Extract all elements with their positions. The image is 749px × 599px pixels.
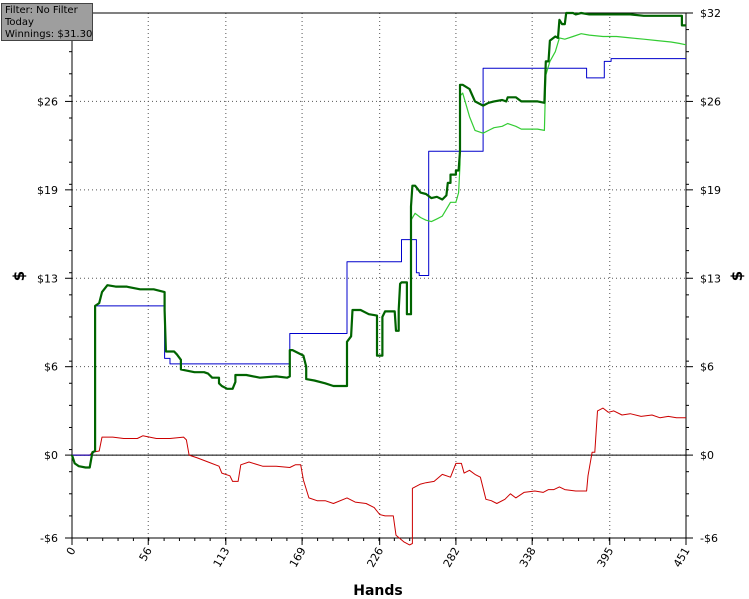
- axes: [65, 12, 693, 545]
- x-axis-label: Hands: [353, 583, 403, 599]
- x-tick-label: 56: [137, 545, 155, 564]
- grid-lines: [72, 13, 686, 538]
- y-axis-label-right: $: [728, 271, 746, 281]
- x-tick-label: 451: [671, 545, 693, 570]
- y-tick-label-right: $32: [700, 7, 721, 20]
- y-tick-label-right: $0: [700, 449, 714, 462]
- y-tick-label-right: $6: [700, 361, 714, 374]
- x-tick-label: 338: [517, 545, 539, 570]
- y-tick-label-left: $26: [37, 95, 58, 108]
- x-tick-label: 113: [211, 545, 233, 570]
- y-tick-label-right: $26: [700, 95, 721, 108]
- y-tick-label-right: $13: [700, 272, 721, 285]
- x-tick-label: 0: [64, 545, 79, 558]
- x-tick-label: 282: [441, 545, 463, 570]
- y-tick-label-left: $13: [37, 272, 58, 285]
- series-lines: [70, 11, 687, 546]
- series-line-light: [71, 33, 687, 469]
- period-label: Today: [5, 17, 34, 28]
- winnings-label: Winnings: $31.30: [5, 29, 93, 40]
- x-tick-label: 169: [287, 545, 309, 570]
- y-tick-label-left: $6: [44, 361, 58, 374]
- y-tick-label-left: $0: [44, 449, 58, 462]
- y-tick-label-right: -$6: [700, 532, 718, 545]
- filter-info-box: Filter: No Filter Today Winnings: $31.30: [1, 3, 93, 41]
- filter-label: Filter: No Filter: [5, 5, 78, 16]
- series-line-red: [72, 407, 686, 546]
- x-tick-label: 226: [365, 545, 387, 570]
- y-tick-label-left: -$6: [40, 532, 58, 545]
- y-axis-label-left: $: [10, 271, 28, 281]
- series-line-blue: [72, 58, 686, 456]
- y-tick-label-right: $19: [700, 184, 721, 197]
- x-tick-label: 395: [595, 545, 617, 570]
- y-tick-label-left: $19: [37, 184, 58, 197]
- series-line-total: [70, 11, 686, 469]
